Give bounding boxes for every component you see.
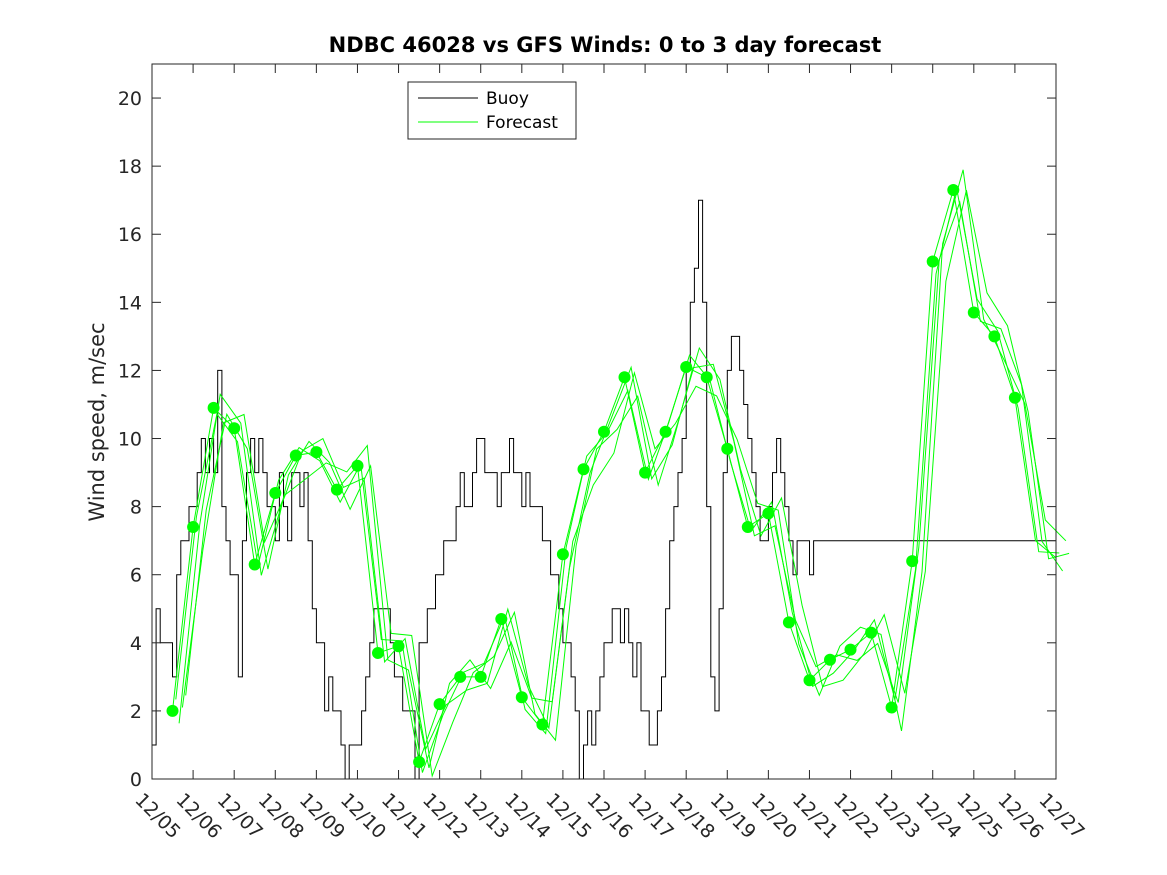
x-tick-label: 12/06 — [172, 789, 226, 843]
forecast-marker — [330, 483, 343, 496]
forecast-marker — [310, 446, 323, 459]
forecast-marker — [947, 184, 960, 196]
forecast-marker — [372, 647, 384, 659]
forecast-marker — [598, 425, 610, 438]
forecast-marker — [515, 691, 528, 704]
x-tick-label: 12/24 — [911, 789, 965, 843]
forecast-marker — [926, 255, 939, 268]
y-tick-label: 8 — [130, 497, 142, 519]
forecast-marker — [433, 698, 446, 711]
series-forecast-line-3 — [178, 200, 1064, 751]
y-tick-label: 0 — [130, 769, 142, 791]
x-tick-label: 12/10 — [336, 789, 390, 843]
forecast-marker — [885, 701, 898, 714]
forecast-marker — [659, 425, 672, 438]
x-tick-label: 12/21 — [788, 789, 842, 843]
forecast-marker — [248, 558, 261, 571]
forecast-marker — [700, 371, 713, 384]
forecast-marker — [474, 670, 487, 683]
forecast-marker — [207, 401, 220, 414]
forecast-marker — [967, 306, 980, 319]
x-tick-label: 12/14 — [500, 789, 554, 843]
x-tick-label: 12/18 — [665, 789, 719, 843]
x-tick-label: 12/19 — [706, 789, 760, 843]
forecast-marker — [413, 756, 426, 768]
forecast-marker — [556, 548, 569, 561]
forecast-marker — [865, 626, 878, 639]
forecast-marker — [639, 466, 652, 479]
y-tick-label: 14 — [118, 292, 142, 314]
y-tick-label: 10 — [118, 429, 142, 451]
forecast-marker — [906, 555, 919, 568]
series-buoy-line — [152, 199, 1056, 780]
series-forecast-line-1 — [172, 189, 1057, 764]
x-tick-label: 12/16 — [582, 789, 636, 843]
forecast-marker — [782, 616, 795, 629]
forecast-marker — [618, 371, 631, 384]
forecast-marker — [1008, 391, 1021, 404]
series-forecast-line-5 — [185, 189, 1070, 778]
series-forecast-line-2 — [175, 187, 1060, 773]
y-tick-label: 6 — [130, 565, 142, 587]
forecast-marker — [721, 442, 734, 455]
forecast-marker — [228, 422, 241, 435]
forecast-marker — [762, 507, 775, 520]
legend-label-buoy: Buoy — [486, 89, 529, 109]
x-tick-label: 12/26 — [993, 789, 1047, 843]
legend: Buoy Forecast — [407, 81, 577, 140]
x-tick-label: 12/15 — [541, 789, 595, 843]
y-tick-label: 2 — [130, 701, 142, 723]
forecast-marker — [824, 653, 836, 666]
forecast-marker — [844, 643, 857, 656]
y-axis-label: Wind speed, m/sec — [85, 322, 109, 521]
x-tick-label: 12/23 — [870, 789, 924, 843]
legend-label-forecast: Forecast — [486, 113, 558, 133]
series-layer — [152, 169, 1070, 780]
x-tick-label: 12/07 — [213, 789, 267, 843]
x-tick-label: 12/05 — [130, 789, 184, 843]
forecast-marker — [803, 674, 816, 687]
x-tick-label: 12/13 — [459, 789, 513, 843]
forecast-marker — [351, 459, 364, 472]
forecast-marker — [187, 521, 200, 533]
x-tick-label: 12/08 — [254, 789, 308, 843]
x-tick-label: 12/11 — [377, 789, 431, 843]
chart-title: NDBC 46028 vs GFS Winds: 0 to 3 day fore… — [329, 33, 882, 57]
forecast-marker — [680, 361, 693, 373]
forecast-marker — [495, 613, 508, 625]
x-tick-label: 12/09 — [295, 789, 349, 843]
x-tick-label: 12/12 — [418, 789, 472, 843]
forecast-marker — [166, 704, 179, 717]
forecast-marker — [392, 640, 405, 653]
y-tick-label: 12 — [118, 360, 142, 382]
forecast-marker — [454, 670, 467, 683]
forecast-marker — [741, 521, 754, 533]
forecast-marker — [577, 463, 590, 476]
x-tick-label: 12/27 — [1034, 789, 1088, 843]
y-tick-label: 4 — [130, 633, 142, 655]
y-tick-label: 18 — [118, 156, 142, 178]
forecast-marker — [536, 718, 549, 731]
forecast-marker — [269, 487, 282, 499]
legend-box — [407, 81, 577, 140]
forecast-marker — [988, 330, 1001, 343]
y-tick-label: 16 — [118, 224, 142, 246]
x-tick-label: 12/17 — [624, 789, 678, 843]
x-tick-label: 12/25 — [952, 789, 1006, 843]
y-tick-label: 20 — [118, 88, 142, 110]
forecast-marker — [289, 449, 302, 462]
x-tick-label: 12/20 — [747, 789, 801, 843]
x-tick-label: 12/22 — [829, 789, 883, 843]
series-forecast-line-4 — [181, 169, 1067, 769]
